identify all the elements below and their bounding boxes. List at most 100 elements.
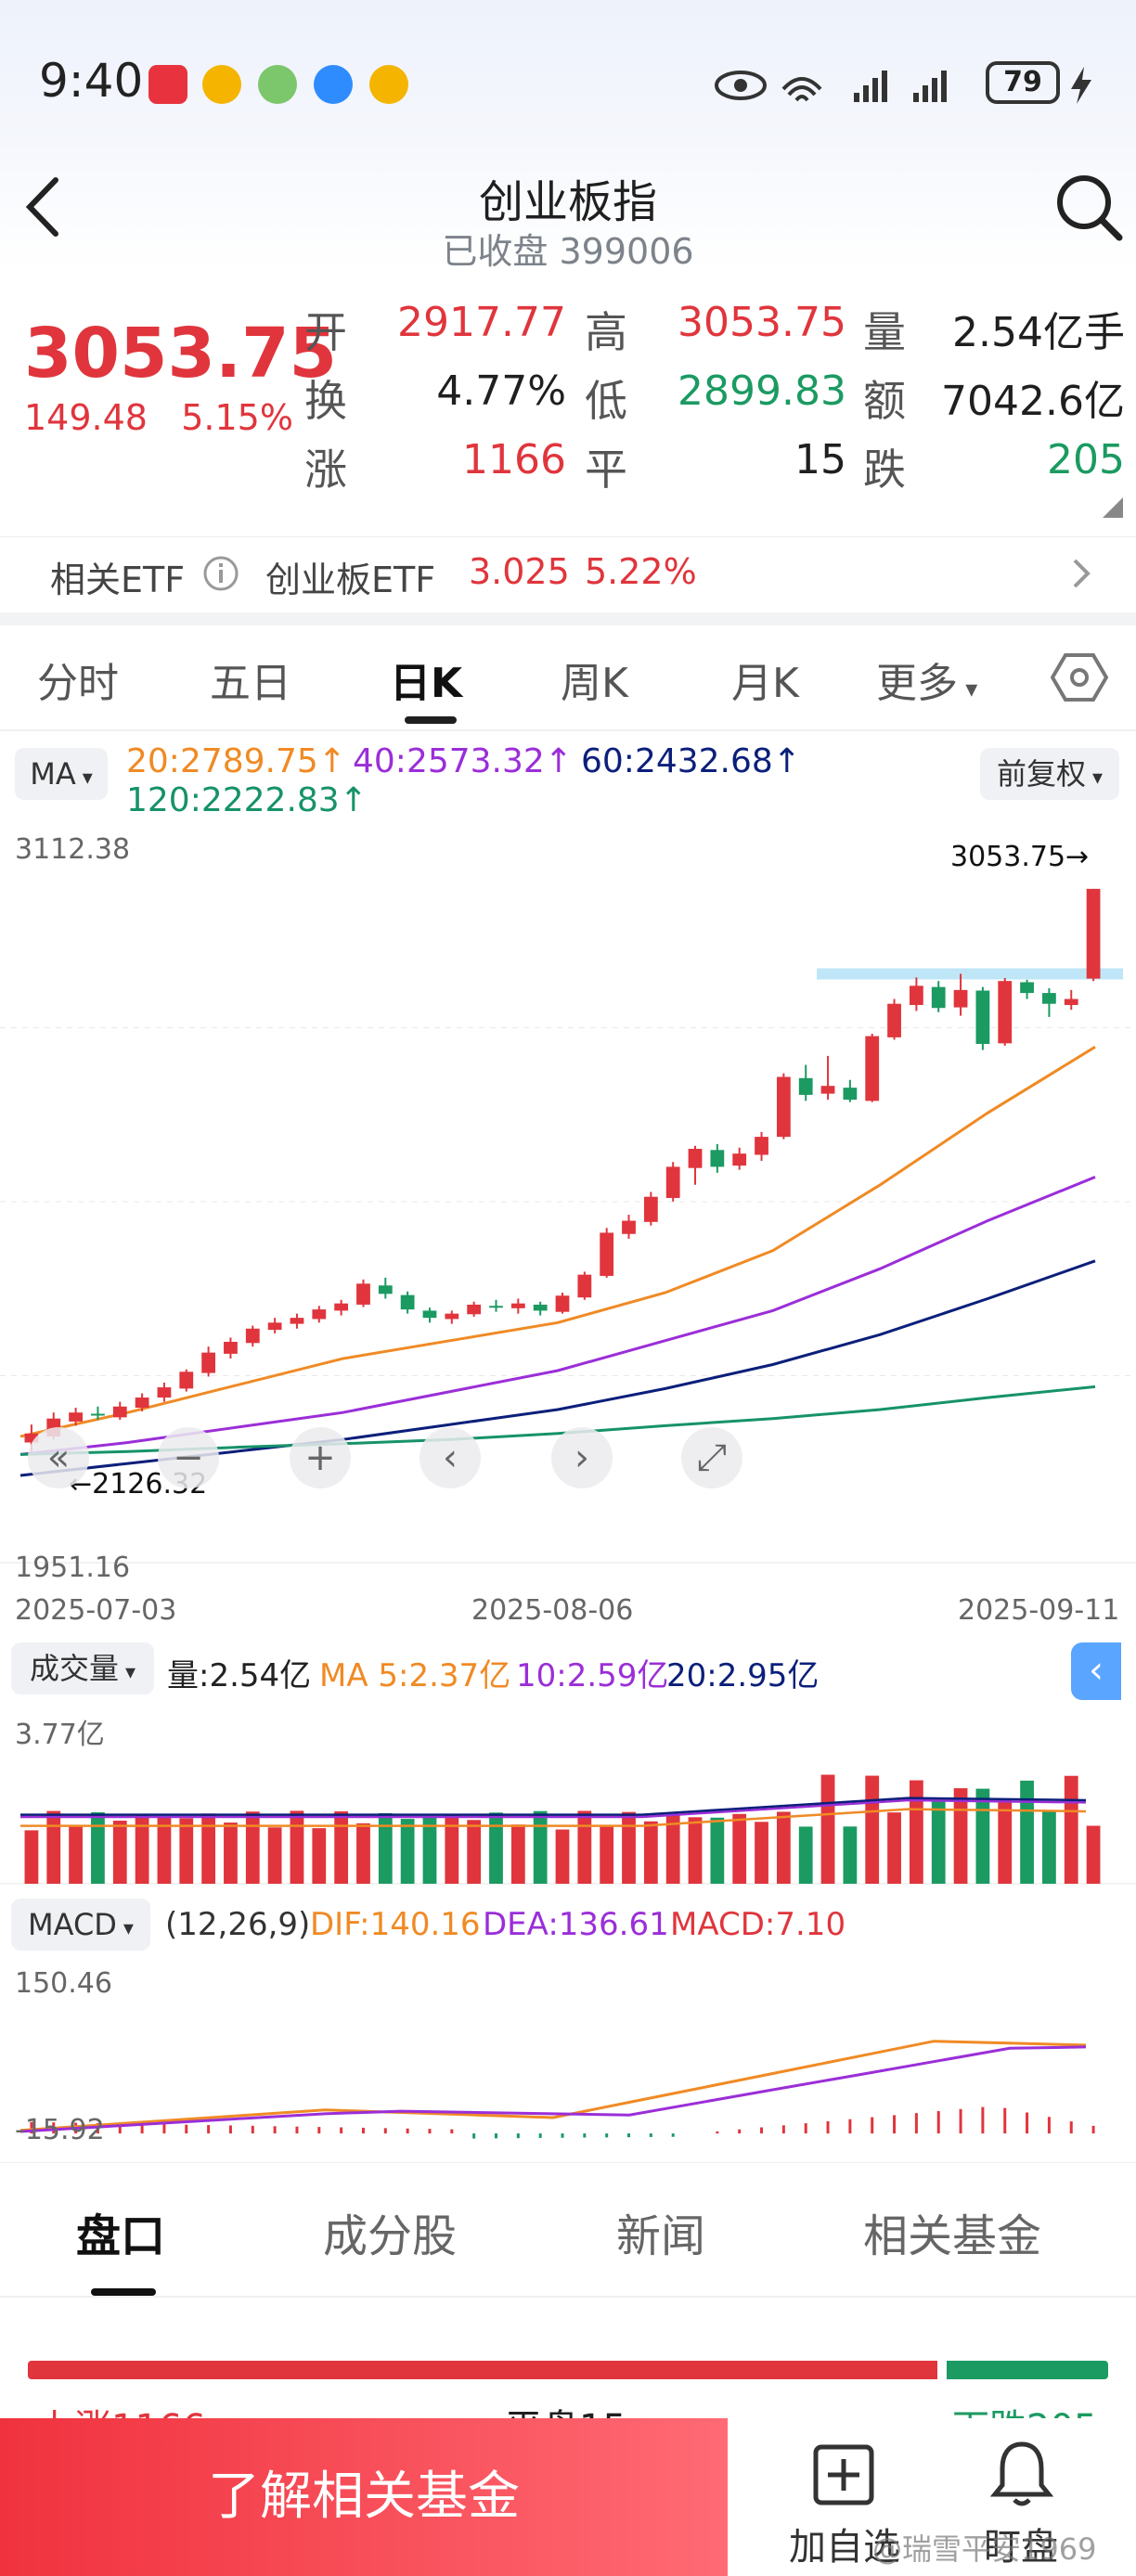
tab-order-book[interactable]: 盘口 xyxy=(76,2210,166,2262)
info-icon[interactable] xyxy=(202,555,239,592)
candle-body xyxy=(356,1283,370,1305)
volume-selector[interactable]: 成交量 ▾ xyxy=(11,1642,154,1694)
watermark: @瑞雪平安1969 xyxy=(872,2531,1097,2567)
volume-bar xyxy=(135,1814,149,1884)
candle-body xyxy=(224,1341,238,1354)
huawei-app-icon xyxy=(148,65,187,104)
kline-chart[interactable] xyxy=(0,826,1136,2144)
add-watchlist-icon[interactable] xyxy=(811,2442,876,2507)
y-min-label: 1951.16 xyxy=(15,1552,131,1584)
label-open: 开 xyxy=(304,307,347,357)
back-icon[interactable] xyxy=(20,174,67,239)
volume-bar xyxy=(157,1816,172,1884)
battery-level: 79 xyxy=(986,61,1060,104)
candle-body xyxy=(555,1295,570,1312)
label-amount: 额 xyxy=(863,376,906,426)
candle-body xyxy=(887,1003,901,1037)
tab-five-day[interactable]: 五日 xyxy=(210,660,291,707)
volume-bar xyxy=(1042,1811,1056,1884)
settings-icon[interactable] xyxy=(1051,651,1108,703)
volume-bar xyxy=(1086,1825,1101,1884)
charging-icon xyxy=(1071,67,1091,104)
ma40-value: 40:2573.32↑ xyxy=(353,742,573,780)
scroll-left-control[interactable]: ‹ xyxy=(420,1427,481,1488)
volume-bar xyxy=(1020,1780,1034,1884)
label-volume: 量 xyxy=(863,307,906,357)
candle-body xyxy=(489,1306,503,1308)
candle-body xyxy=(445,1313,459,1320)
support-band xyxy=(817,968,1123,980)
macd-selector[interactable]: MACD ▾ xyxy=(11,1899,150,1951)
ma-selector[interactable]: MA ▾ xyxy=(15,748,108,800)
candle-body xyxy=(843,1088,858,1101)
zoom-in-control[interactable]: + xyxy=(290,1427,351,1488)
zoom-out-control[interactable]: − xyxy=(158,1427,219,1488)
value-high: 3053.75 xyxy=(678,299,846,346)
tab-intraday[interactable]: 分时 xyxy=(37,660,119,707)
tab-more[interactable]: 更多 ▾ xyxy=(876,660,978,707)
volume-bar xyxy=(688,1817,703,1884)
scroll-right-control[interactable]: › xyxy=(551,1427,613,1488)
volume-bar xyxy=(843,1826,858,1884)
tab-constituents[interactable]: 成分股 xyxy=(323,2210,458,2262)
macd-dea-line xyxy=(19,2045,1087,2133)
wifi-icon xyxy=(781,77,822,102)
label-high: 高 xyxy=(585,307,627,357)
candle-body xyxy=(245,1328,260,1344)
volume-bar xyxy=(798,1826,813,1884)
candle-body xyxy=(1086,888,1101,979)
learn-funds-button[interactable]: 了解相关基金 xyxy=(0,2418,728,2576)
app-icon xyxy=(258,65,297,104)
dropdown-arrow-icon: ▾ xyxy=(958,676,978,703)
volume-bar xyxy=(201,1813,216,1884)
collapse-panel-button[interactable]: ‹ xyxy=(1071,1642,1121,1700)
candle-body xyxy=(931,986,946,1009)
candle-body xyxy=(312,1309,327,1320)
volume-bar xyxy=(622,1811,636,1884)
expand-corner-icon[interactable] xyxy=(1103,497,1123,518)
fullscreen-control[interactable]: ⤢ xyxy=(681,1427,742,1488)
candle-body xyxy=(378,1285,393,1294)
volume-bar xyxy=(732,1813,747,1884)
volume-bar xyxy=(600,1825,614,1884)
ma60-value: 60:2432.68↑ xyxy=(581,742,801,780)
volume-bar xyxy=(998,1798,1013,1884)
volume-ma-line xyxy=(20,1797,1087,1816)
candle-body xyxy=(688,1149,703,1168)
candle-body xyxy=(24,1433,39,1443)
related-etf-row[interactable] xyxy=(0,536,1136,609)
volume-bar xyxy=(776,1811,791,1884)
related-etf-label: 相关ETF xyxy=(50,560,186,600)
candle-body xyxy=(975,990,990,1044)
volume-bar xyxy=(290,1810,304,1884)
candle-body xyxy=(400,1294,415,1310)
alert-label[interactable]: 盯盘 xyxy=(984,2526,1058,2569)
volume-ma-line xyxy=(20,1798,1087,1819)
volume-bar xyxy=(643,1821,658,1884)
volume-bar xyxy=(400,1819,415,1884)
add-watchlist-label[interactable]: 加自选 xyxy=(789,2526,900,2569)
volume-bar xyxy=(179,1818,194,1884)
chevron-right-icon[interactable] xyxy=(1067,557,1095,590)
volume-value: 量:2.54亿 xyxy=(167,1657,312,1694)
candle-body xyxy=(755,1137,768,1155)
volume-ma5: MA 5:2.37亿 xyxy=(319,1657,511,1694)
tab-related-funds[interactable]: 相关基金 xyxy=(863,2210,1042,2262)
market-status: 已收盘 399006 xyxy=(442,231,694,272)
bell-icon[interactable] xyxy=(989,2439,1054,2509)
volume-bar xyxy=(710,1817,725,1884)
volume-bar xyxy=(445,1815,459,1884)
candle-body xyxy=(998,981,1013,1044)
candle-body xyxy=(820,1086,835,1094)
tab-news[interactable]: 新闻 xyxy=(616,2210,706,2262)
down-ratio-bar xyxy=(947,2361,1108,2379)
search-icon[interactable] xyxy=(1054,173,1125,243)
adjust-selector[interactable]: 前复权 ▾ xyxy=(980,748,1119,800)
tab-monthly-k[interactable]: 月K xyxy=(731,660,799,707)
etf-name: 创业板ETF xyxy=(265,560,436,600)
tab-daily-k[interactable]: 日K xyxy=(390,660,463,707)
volume-bar xyxy=(1064,1775,1078,1884)
fast-back-control[interactable]: « xyxy=(28,1427,89,1488)
tab-weekly-k[interactable]: 周K xyxy=(561,660,628,707)
macd-value: MACD:7.10 xyxy=(670,1906,846,1943)
